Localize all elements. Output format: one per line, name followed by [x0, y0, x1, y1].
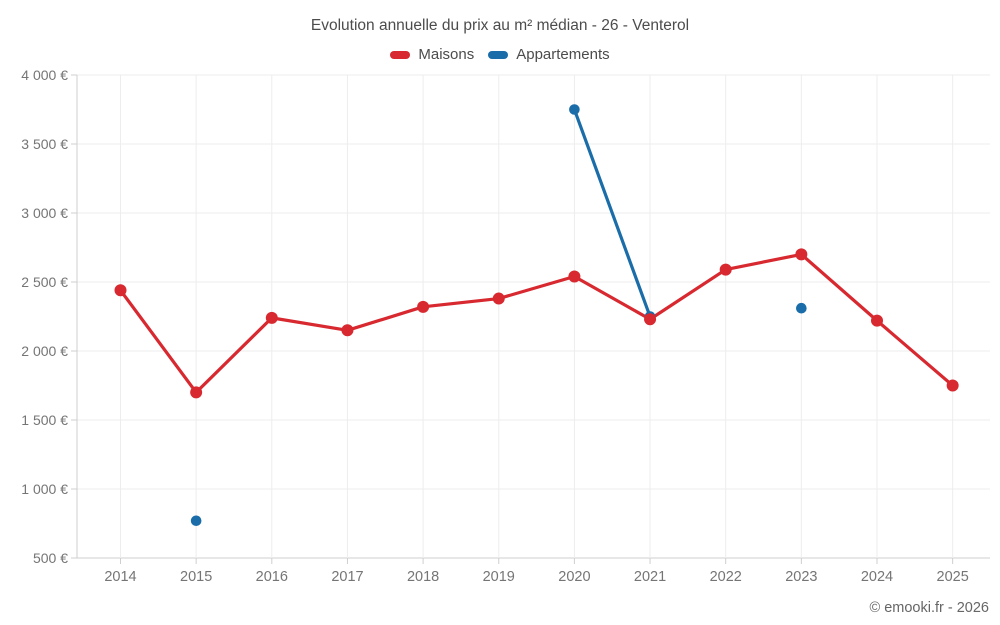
y-axis-label: 1 000 €	[21, 481, 68, 497]
data-point-appartements-2023[interactable]	[796, 302, 807, 314]
data-point-maisons-2023[interactable]	[795, 248, 808, 261]
y-axis-label: 4 000 €	[21, 67, 68, 83]
legend-item-maisons[interactable]: Maisons	[390, 46, 474, 63]
y-axis-label: 1 500 €	[21, 412, 68, 428]
y-axis-label: 2 000 €	[21, 343, 68, 359]
x-axis-label: 2018	[407, 569, 439, 585]
x-axis-label: 2014	[104, 569, 136, 585]
series-line-maisons	[118, 252, 955, 394]
data-point-maisons-2020[interactable]	[568, 270, 581, 283]
data-point-maisons-2024[interactable]	[871, 314, 883, 327]
legend-item-appartements[interactable]: Appartements	[488, 46, 610, 63]
x-axis-label: 2021	[634, 569, 666, 585]
x-axis-label: 2024	[861, 569, 893, 585]
x-axis-label: 2020	[558, 569, 590, 585]
x-axis-label: 2015	[180, 569, 212, 585]
data-point-maisons-2017[interactable]	[341, 324, 354, 337]
data-point-maisons-2018[interactable]	[417, 300, 430, 313]
legend-label: Maisons	[418, 46, 475, 63]
legend-swatch-icon	[390, 50, 411, 59]
data-point-maisons-2014[interactable]	[114, 284, 127, 297]
x-axis-label: 2019	[483, 569, 515, 585]
y-axis-label: 500 €	[33, 550, 68, 566]
chart-legend: Maisons Appartements	[0, 46, 1000, 63]
series-line-appartements	[572, 107, 652, 319]
data-point-maisons-2021[interactable]	[644, 313, 657, 326]
x-axis-label: 2017	[331, 569, 363, 585]
y-axis-label: 2 500 €	[21, 274, 68, 290]
legend-swatch-icon	[488, 50, 509, 59]
data-point-appartements-2020[interactable]	[569, 104, 580, 115]
x-axis-label: 2016	[256, 569, 288, 585]
data-point-maisons-2016[interactable]	[265, 311, 278, 324]
legend-label: Appartements	[516, 46, 610, 63]
data-point-appartements-2015[interactable]	[190, 515, 202, 527]
chart-title: Evolution annuelle du prix au m² médian …	[310, 17, 690, 34]
data-point-maisons-2015[interactable]	[190, 386, 203, 399]
x-axis-label: 2023	[785, 569, 817, 585]
attribution-text: © emooki.fr - 2026	[869, 600, 989, 616]
data-point-maisons-2019[interactable]	[492, 292, 505, 305]
data-point-maisons-2025[interactable]	[946, 379, 959, 392]
x-axis-label: 2022	[710, 569, 742, 585]
y-axis-label: 3 000 €	[21, 205, 68, 221]
y-axis-label: 3 500 €	[21, 136, 68, 152]
data-point-maisons-2022[interactable]	[719, 263, 732, 276]
x-axis-label: 2025	[937, 569, 969, 585]
